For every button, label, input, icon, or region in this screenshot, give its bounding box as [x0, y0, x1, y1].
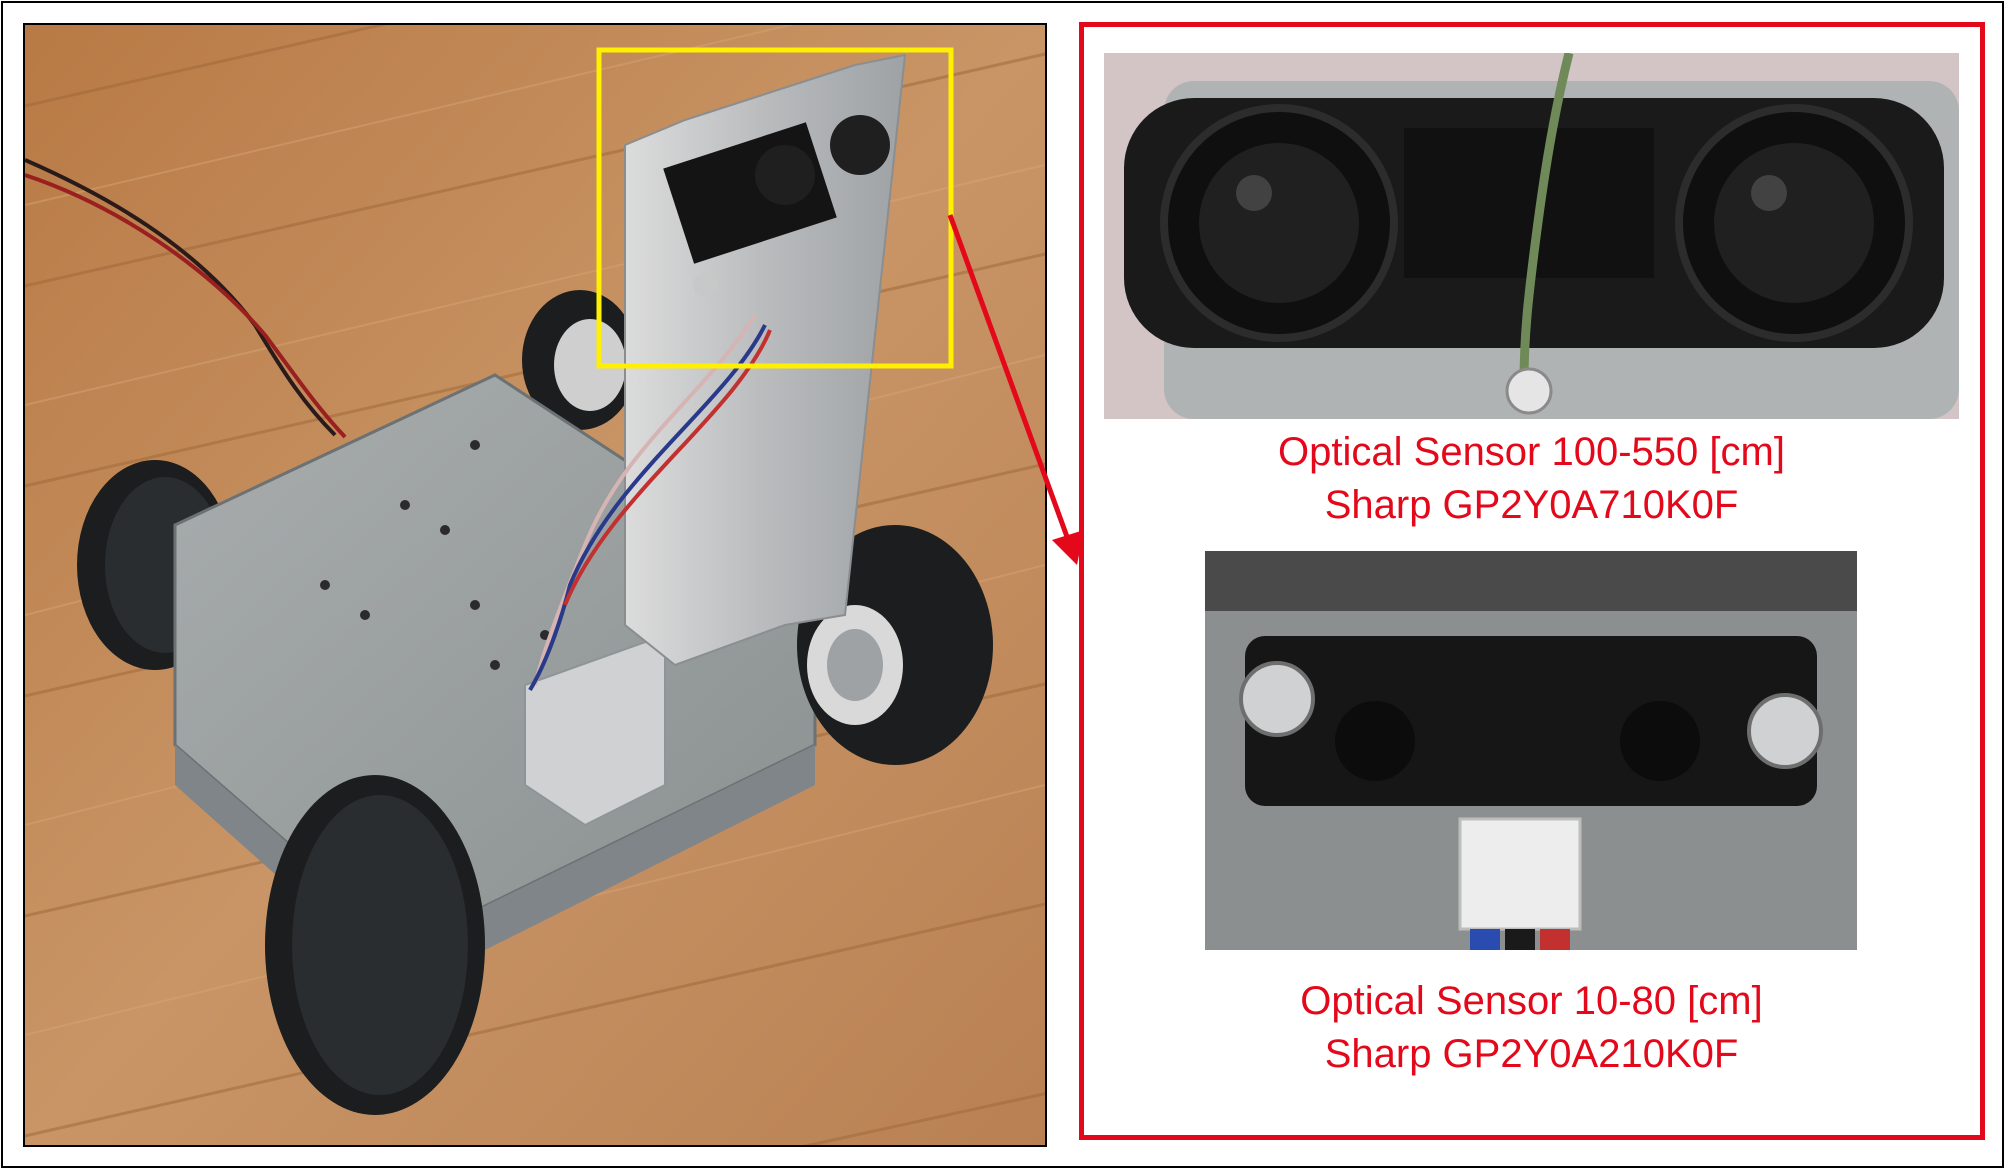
connector	[1460, 819, 1580, 929]
caption-long-range-line2: Sharp GP2Y0A710K0F	[1084, 479, 1979, 532]
right-screw	[1749, 695, 1821, 767]
long-range-sensor-photo	[1104, 53, 1959, 419]
caption-long-range: Optical Sensor 100-550 [cm] Sharp GP2Y0A…	[1084, 426, 1979, 532]
right-lens	[1620, 701, 1700, 781]
mount-screw	[1507, 369, 1551, 413]
sensor-housing	[1245, 636, 1817, 806]
sensor-detail-panel: Optical Sensor 100-550 [cm] Sharp GP2Y0A…	[1079, 22, 1985, 1140]
robot-photo	[23, 23, 1047, 1147]
caption-short-range-line2: Sharp GP2Y0A210K0F	[1084, 1028, 1979, 1081]
robot-illustration	[25, 25, 1045, 1145]
left-screw	[1241, 663, 1313, 735]
left-lens	[1335, 701, 1415, 781]
caption-short-range: Optical Sensor 10-80 [cm] Sharp GP2Y0A21…	[1084, 975, 1979, 1081]
caption-short-range-line1: Optical Sensor 10-80 [cm]	[1084, 975, 1979, 1028]
wheel-front-left	[265, 775, 485, 1115]
short-range-sensor-photo	[1205, 551, 1857, 950]
caption-long-range-line1: Optical Sensor 100-550 [cm]	[1084, 426, 1979, 479]
center-bridge	[1404, 128, 1654, 278]
